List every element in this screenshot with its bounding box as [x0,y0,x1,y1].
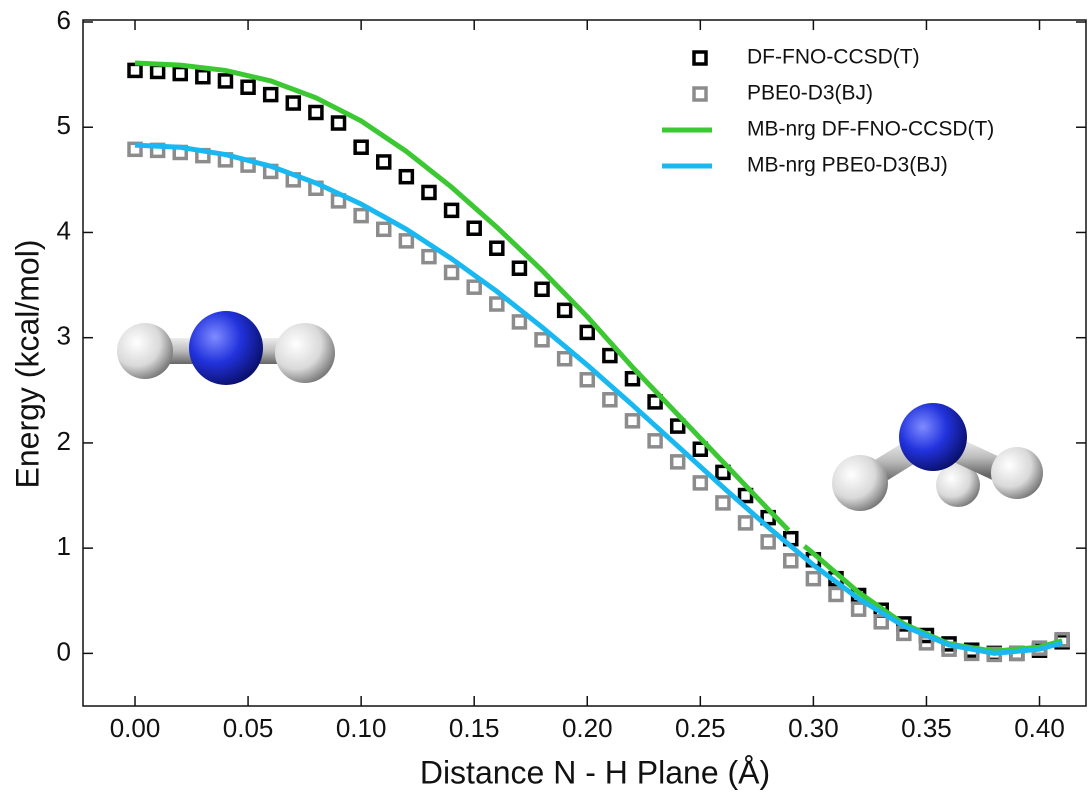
data-point [127,141,143,158]
data-point [489,296,505,312]
data-point [737,487,754,504]
data-point [466,279,482,295]
y-tick-label: 3 [57,321,71,351]
data-point [398,233,415,249]
data-point [647,433,663,449]
series-line [134,142,1063,656]
data-point [262,86,279,103]
data-point [850,601,867,617]
x-tick-label: 0.20 [562,713,613,743]
y-tick-label: 4 [57,215,71,245]
atom-n [899,403,967,471]
data-point [240,79,256,95]
atom-n [189,311,263,385]
atom-h [936,463,980,507]
x-tick-label: 0.10 [336,713,387,743]
data-point [692,441,709,457]
x-tick-label: 0.15 [449,713,500,743]
data-point [285,95,302,111]
data-point [375,221,392,238]
data-point [737,515,754,531]
data-point [624,413,641,429]
data-point [127,62,143,79]
y-axis-label: Energy (kcal/mol) [9,240,45,489]
data-point [715,464,731,481]
data-point [715,495,731,511]
data-point [534,332,550,348]
data-point [828,586,844,603]
data-point [647,394,663,410]
legend-label: MB-nrg DF-FNO-CCSD(T) [747,118,994,141]
data-point [353,139,369,155]
data-point [602,347,618,364]
data-point [353,207,369,224]
molecule-pyramidal [832,403,1043,511]
atom-h [991,447,1043,499]
data-point [1054,631,1070,648]
legend-marker [692,50,708,66]
data-point [330,115,347,131]
x-tick-label: 0.25 [675,713,726,743]
molecule-planar [117,311,335,385]
data-point [421,184,437,201]
data-point [443,264,460,281]
data-point [624,370,641,387]
data-point [217,73,234,89]
data-point [308,104,324,121]
legend-label: MB-nrg PBE0-D3(BJ) [747,154,948,177]
data-point [692,475,709,491]
data-point [489,240,505,256]
x-tick-label: 0.30 [788,713,839,743]
data-point [398,168,415,185]
plot-frame [82,19,1087,707]
data-point [579,372,596,388]
data-point [579,324,596,341]
y-tick-label: 6 [57,5,71,35]
data-point [375,154,392,170]
data-point [783,553,799,569]
atom-h [832,455,888,511]
data-point [511,314,528,330]
data-point [466,220,482,237]
data-point [443,202,460,219]
x-tick-label: 0.00 [110,713,161,743]
data-point [421,248,437,265]
legend-label: DF-FNO-CCSD(T) [747,46,920,69]
x-tick-label: 0.05 [223,713,274,743]
x-tick-label: 0.35 [901,713,952,743]
data-point [195,68,211,85]
data-point [149,63,166,80]
data-point [805,570,822,587]
data-point [511,260,528,276]
data-point [556,350,573,367]
y-tick-label: 1 [57,531,71,561]
legend-marker [692,86,708,102]
y-tick-label: 0 [57,636,71,666]
x-tick-label: 0.40 [1014,713,1065,743]
y-tick-label: 2 [57,426,71,456]
data-point [172,65,188,82]
y-tick-label: 5 [57,110,71,140]
legend-label: PBE0-D3(BJ) [747,82,873,105]
data-point [873,614,889,630]
data-point [556,302,573,319]
data-point [669,418,686,434]
x-axis-label: Distance N - H Plane (Å) [420,754,770,790]
atom-h [275,323,335,383]
data-point [602,392,618,408]
data-point [669,454,686,470]
atom-h [117,323,173,379]
data-point [534,281,550,298]
data-point [760,534,776,550]
